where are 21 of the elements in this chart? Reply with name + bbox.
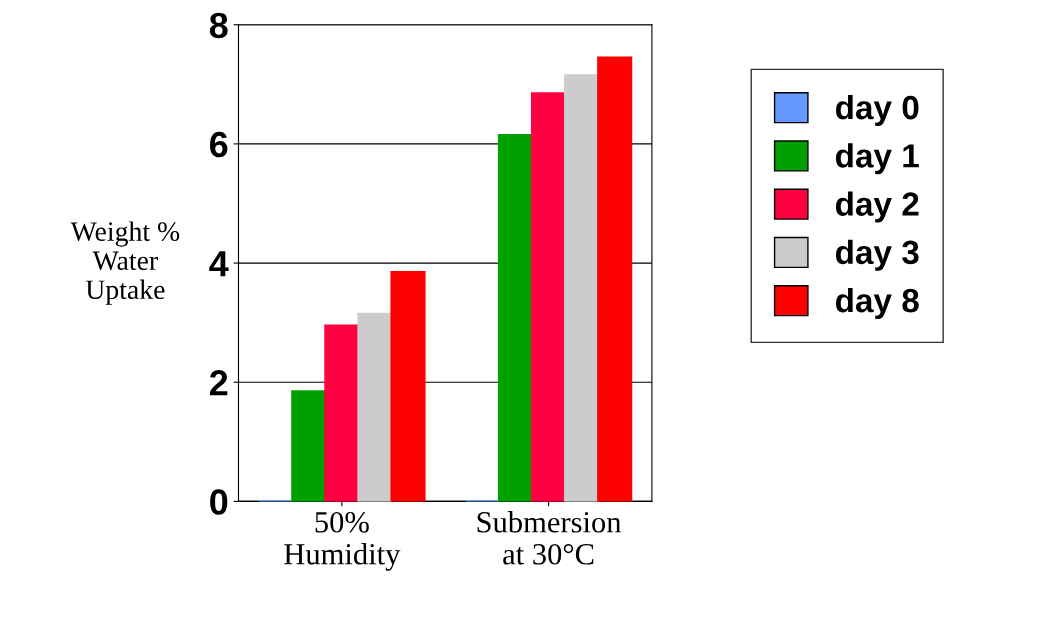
bar — [564, 74, 600, 502]
y-tick-label: 4 — [209, 251, 229, 277]
bar — [390, 270, 426, 502]
x-tick-label: 50% Humidity — [284, 512, 401, 571]
y-axis-title: Weight % Water Uptake — [70, 221, 180, 305]
bar — [497, 133, 534, 502]
legend-label: day 3 — [835, 239, 919, 271]
bar — [357, 312, 393, 502]
x-tick-label: Submersion at 30°C — [477, 511, 622, 565]
y-tick-label: 2 — [209, 370, 228, 396]
legend-label: day 8 — [835, 287, 919, 319]
bar — [597, 56, 633, 502]
bar — [291, 390, 327, 502]
y-tick-label: 0 — [210, 489, 228, 515]
legend-label: day 0 — [835, 94, 919, 126]
legend-label: day 2 — [835, 191, 919, 223]
legend-label: day 1 — [835, 143, 919, 175]
y-tick-label: 8 — [209, 12, 228, 39]
bar — [530, 92, 567, 502]
bar — [324, 324, 360, 502]
y-tick-label: 6 — [210, 131, 228, 158]
